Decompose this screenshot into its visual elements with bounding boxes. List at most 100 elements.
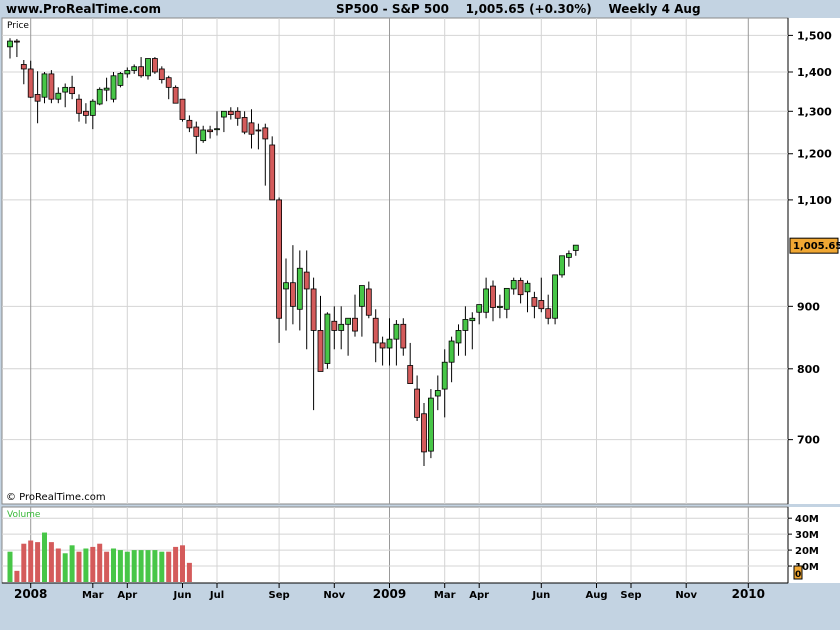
volume-bar	[186, 562, 192, 582]
volume-bar	[83, 548, 89, 582]
candle-body	[483, 288, 490, 313]
volume-y-axis: 40M 30M 20M 10M	[788, 514, 819, 573]
candle	[552, 274, 558, 325]
candle	[234, 107, 241, 126]
volume-bar	[21, 543, 27, 582]
x-tick-label: Nov	[675, 590, 697, 601]
candle-body	[490, 285, 496, 308]
watermark: © ProRealTime.com	[6, 492, 106, 503]
candle	[138, 57, 145, 78]
volume-last-label: 0	[795, 570, 801, 580]
candle-body	[172, 86, 179, 104]
candle	[414, 375, 421, 422]
candle-body	[276, 199, 283, 319]
candle-body	[421, 413, 427, 453]
candle-body	[69, 86, 75, 95]
candle-body	[352, 317, 358, 332]
candle-body	[296, 267, 303, 310]
candle	[531, 291, 538, 319]
volume-bar	[159, 551, 165, 582]
candle-body	[103, 87, 110, 91]
instrument-title: SP500 - S&P 500 1,005.65 (+0.30%) Weekly…	[336, 2, 701, 16]
candle-body	[517, 280, 524, 296]
price-panel[interactable]	[1, 17, 789, 505]
candle	[476, 304, 483, 325]
candle	[55, 87, 62, 104]
candle-body	[365, 288, 372, 316]
candle-body	[310, 288, 317, 331]
volume-bar	[166, 551, 172, 582]
candle	[124, 67, 131, 78]
volume-last-badge	[793, 565, 803, 580]
candle-body	[234, 110, 241, 119]
volume-bar	[76, 551, 82, 582]
candle	[48, 70, 55, 104]
candle-body	[379, 342, 386, 349]
volume-bar	[152, 550, 158, 582]
volume-y-tick-label: 20M	[795, 546, 819, 557]
candle-body	[83, 110, 89, 116]
candle-body	[496, 305, 503, 308]
candle	[379, 336, 386, 366]
candle-body	[566, 253, 572, 258]
candle-body	[393, 323, 400, 340]
candle	[220, 110, 227, 133]
period-label: Weekly 4 Aug	[608, 2, 701, 16]
candle	[448, 336, 455, 383]
x-tick-label: Nov	[323, 590, 345, 601]
candle	[179, 98, 186, 122]
candle	[352, 294, 358, 337]
candle-body	[48, 73, 55, 100]
volume-bar	[138, 550, 144, 582]
candle-body	[317, 330, 324, 372]
candle	[434, 375, 441, 411]
volume-y-tick-label: 30M	[795, 530, 819, 541]
volume-bar	[131, 550, 137, 582]
candle-body	[338, 323, 345, 331]
candle-body	[76, 98, 82, 114]
candle-body	[434, 390, 441, 397]
candle-body	[186, 119, 193, 129]
site-name[interactable]: www.ProRealTime.com	[6, 2, 161, 16]
candle	[421, 403, 427, 467]
candle-body	[89, 100, 96, 116]
price-panel-title: Price	[7, 21, 29, 31]
x-tick-label: 2010	[732, 587, 765, 601]
candle-body	[358, 285, 365, 307]
candle-body	[448, 340, 455, 363]
candle	[241, 111, 248, 135]
candle	[262, 123, 269, 186]
candle-body	[552, 274, 558, 319]
volume-bar	[180, 545, 185, 582]
candle-body	[345, 317, 352, 325]
candle	[62, 83, 69, 108]
candle-body	[96, 88, 103, 105]
candle	[227, 107, 234, 120]
candle-body	[538, 300, 545, 310]
candle-body	[255, 129, 262, 132]
candle-body	[545, 308, 552, 319]
candle	[338, 306, 345, 350]
candle	[34, 71, 41, 124]
candle	[324, 312, 331, 369]
candle	[372, 309, 379, 363]
candle-body	[20, 64, 27, 70]
x-tick-label: Jun	[173, 590, 192, 601]
candle-body	[386, 338, 393, 349]
volume-bar	[111, 548, 116, 582]
y-tick-label: 1,400	[797, 66, 832, 79]
candle	[538, 277, 545, 313]
x-tick-label: 2008	[14, 587, 47, 601]
y-tick-label: 900	[797, 300, 820, 313]
candle	[131, 64, 138, 74]
volume-bar	[7, 551, 13, 582]
candle-body	[62, 86, 69, 93]
candle	[110, 71, 117, 103]
candle-body	[407, 365, 414, 384]
candle	[276, 197, 283, 343]
candle-body	[289, 282, 296, 307]
volume-bar	[62, 553, 68, 582]
last-value-badge	[789, 237, 839, 254]
candle-body	[531, 297, 538, 307]
